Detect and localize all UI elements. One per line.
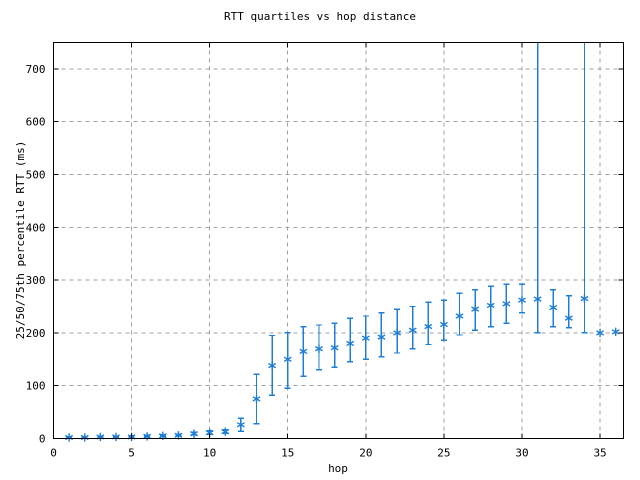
y-tick-labels: 0 100 200 300 400 500 600 700 xyxy=(26,63,46,446)
y-tick-label: 0 xyxy=(39,433,46,446)
x-tick-label: 25 xyxy=(437,447,450,460)
data-point-marker xyxy=(361,333,370,343)
data-point-marker xyxy=(596,328,605,338)
data-point-marker xyxy=(283,355,292,364)
x-tick-label: 15 xyxy=(281,447,294,460)
x-tick-label: 20 xyxy=(359,447,372,460)
data-point-marker xyxy=(439,320,448,329)
gridlines xyxy=(53,42,624,439)
x-tick-label: 30 xyxy=(515,447,528,460)
plot-border xyxy=(53,42,624,439)
data-point-marker xyxy=(518,295,526,305)
data-point-marker xyxy=(236,420,245,429)
data-point-marker xyxy=(611,327,620,337)
data-point-marker xyxy=(424,322,433,331)
data-point-marker xyxy=(377,332,386,342)
data-series xyxy=(65,42,620,442)
x-axis-label: hop xyxy=(328,462,348,475)
data-point-marker xyxy=(221,427,230,436)
y-tick-label: 700 xyxy=(26,63,46,76)
data-point-marker xyxy=(549,303,558,312)
data-point-marker xyxy=(346,339,355,348)
data-point-marker xyxy=(330,343,339,352)
data-point-marker xyxy=(268,361,277,370)
data-point-marker xyxy=(252,394,261,404)
x-tick-label: 35 xyxy=(593,447,606,460)
x-tick-label: 10 xyxy=(203,447,216,460)
y-tick-label: 400 xyxy=(26,221,46,234)
data-point-marker xyxy=(314,344,323,353)
data-point-marker xyxy=(580,294,589,303)
data-point-marker xyxy=(143,432,152,441)
data-point-marker xyxy=(471,304,480,314)
y-tick-label: 100 xyxy=(26,380,46,393)
data-point-marker xyxy=(190,429,199,438)
data-point-marker xyxy=(408,326,417,335)
x-tick-labels: 0 5 10 15 20 25 30 35 xyxy=(50,447,607,460)
data-point-marker xyxy=(564,313,573,323)
y-tick-label: 600 xyxy=(26,116,46,129)
data-point-marker xyxy=(533,294,542,304)
x-tick-label: 0 xyxy=(50,447,57,460)
y-tick-label: 300 xyxy=(26,274,46,287)
data-point-marker xyxy=(486,301,495,310)
data-point-marker xyxy=(455,311,464,321)
data-point-marker xyxy=(393,328,402,338)
chart-title: RTT quartiles vs hop distance xyxy=(223,10,417,23)
data-point-marker xyxy=(502,299,511,309)
y-tick-label: 200 xyxy=(26,327,46,340)
y-tick-label: 500 xyxy=(26,169,46,182)
data-point-marker xyxy=(299,347,308,356)
x-tick-label: 5 xyxy=(128,447,135,460)
axis-frame xyxy=(53,42,624,439)
